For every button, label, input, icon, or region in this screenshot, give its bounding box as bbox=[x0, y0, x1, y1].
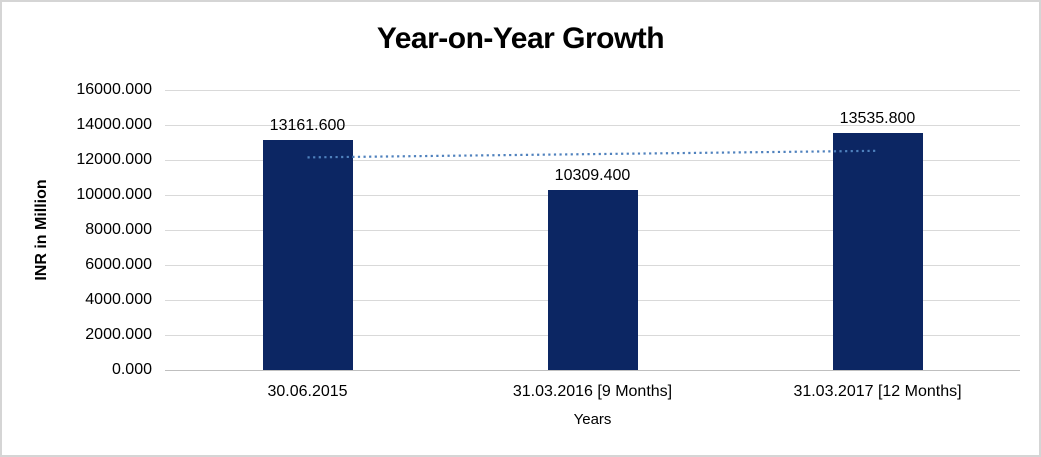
data-label: 10309.400 bbox=[554, 166, 631, 184]
x-axis-tick-label: 31.03.2017 [12 Months] bbox=[793, 383, 962, 400]
bar-3 bbox=[832, 133, 923, 370]
y-axis-tick-label: 14000.000 bbox=[76, 116, 152, 133]
x-axis-tick-label: 30.06.2015 bbox=[267, 383, 348, 400]
y-gridline bbox=[165, 125, 1020, 126]
y-axis-tick-label: 6000.000 bbox=[85, 256, 152, 273]
y-axis-tick-label: 12000.000 bbox=[76, 151, 152, 168]
y-axis-tick-label: 10000.000 bbox=[76, 186, 152, 203]
data-label: 13161.600 bbox=[269, 116, 346, 134]
trendline-line bbox=[307, 149, 878, 159]
x-axis-line bbox=[165, 370, 1020, 371]
y-axis-tick-label: 0.000 bbox=[111, 361, 152, 378]
bar-1 bbox=[262, 139, 353, 370]
data-label: 13535.800 bbox=[839, 110, 916, 128]
y-axis-tick-label: 8000.000 bbox=[85, 221, 152, 238]
y-gridline bbox=[165, 160, 1020, 161]
y-axis-tick-label: 4000.000 bbox=[85, 291, 152, 308]
y-gridline bbox=[165, 90, 1020, 91]
y-axis-tick-label: 16000.000 bbox=[76, 81, 152, 98]
chart-title: Year-on-Year Growth bbox=[376, 22, 665, 55]
x-axis-tick-label: 31.03.2016 [9 Months] bbox=[512, 383, 673, 400]
y-axis-title: INR in Million bbox=[33, 179, 50, 281]
bar-2 bbox=[547, 189, 638, 370]
y-axis-tick-label: 2000.000 bbox=[85, 326, 152, 343]
x-axis-title: Years bbox=[573, 411, 612, 428]
